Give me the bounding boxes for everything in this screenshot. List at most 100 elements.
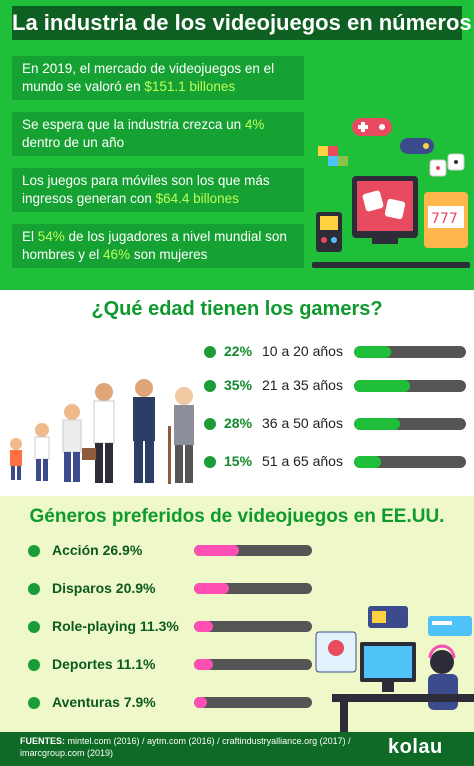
svg-text:777: 777 (431, 211, 458, 227)
stat-market-value: En 2019, el mercado de videojuegos en el… (12, 56, 304, 100)
gamer-desk-illustration (315, 606, 474, 732)
stat-growth: Se espera que la industria crezca un 4% … (12, 112, 304, 156)
bullet-icon (28, 659, 40, 671)
stat-text: son mujeres (130, 247, 208, 262)
teen-figure-icon (34, 423, 50, 481)
genre-row: Acción 26.9% (22, 540, 312, 562)
stat-highlight: 46% (103, 247, 131, 262)
stat-highlight: 54% (37, 229, 65, 244)
age-row: 28% 36 a 50 años (204, 414, 466, 434)
stat-highlight: $64.4 billones (155, 191, 239, 206)
monitor-icon (352, 176, 418, 244)
progress-bar (194, 545, 312, 556)
gamepad-icon (400, 138, 434, 154)
genres-section: Géneros preferidos de videojuegos en EE.… (0, 496, 474, 732)
progress-bar (354, 380, 466, 392)
age-percent: 22% (224, 343, 253, 359)
floating-window-icon (368, 606, 408, 628)
header: La industria de los videojuegos en númer… (0, 0, 474, 46)
progress-fill (194, 545, 239, 556)
genre-row: Deportes 11.1% (22, 654, 312, 676)
stat-text: En 2019, el mercado de videojuegos en el… (22, 61, 275, 94)
bullet-icon (28, 583, 40, 595)
age-percent: 28% (224, 415, 253, 431)
age-groups-illustration (10, 379, 194, 484)
middle-aged-figure-icon (133, 379, 155, 483)
sources-text: mintel.com (2016) / aytm.com (2016) / cr… (20, 736, 351, 758)
progress-bar (194, 583, 312, 594)
stat-text: dentro de un año (22, 135, 125, 150)
monitor-icon (360, 642, 416, 692)
age-row: 15% 51 a 65 años (204, 452, 466, 472)
age-percent: 35% (224, 377, 253, 393)
desk (332, 694, 474, 702)
progress-bar (194, 621, 312, 632)
child-figure-icon (10, 438, 22, 480)
progress-bar (354, 346, 466, 358)
genre-label: Acción 26.9% (52, 542, 143, 558)
stat-highlight: $151.1 billones (144, 79, 236, 94)
genre-label: Aventuras 7.9% (52, 694, 156, 710)
genre-row: Aventuras 7.9% (22, 692, 312, 714)
progress-bar (194, 659, 312, 670)
progress-fill (194, 583, 229, 594)
shelf (312, 262, 470, 268)
age-row: 35% 21 a 35 años (204, 376, 466, 396)
age-range: 36 a 50 años (262, 415, 343, 431)
age-range: 21 a 35 años (262, 377, 343, 393)
progress-bar (354, 456, 466, 468)
sources: FUENTES: mintel.com (2016) / aytm.com (2… (20, 735, 380, 759)
bullet-icon (204, 346, 216, 358)
desk-leg (340, 702, 348, 732)
adult-figure-icon (82, 383, 115, 483)
stats-section: En 2019, el mercado de videojuegos en el… (0, 46, 474, 290)
progress-fill (354, 456, 382, 468)
bullet-icon (204, 456, 216, 468)
progress-fill (194, 659, 213, 670)
gamepad-icon (352, 118, 392, 136)
bullet-icon (28, 697, 40, 709)
genre-label: Role-playing 11.3% (52, 618, 179, 634)
bullet-icon (204, 380, 216, 392)
progress-bar (194, 697, 312, 708)
ages-section: ¿Qué edad tienen los gamers? 22% 10 a 20… (0, 290, 474, 496)
puzzle-blocks-icon (318, 146, 348, 166)
age-row: 22% 10 a 20 años (204, 342, 466, 362)
dice-icon (429, 153, 465, 177)
genres-title: Géneros preferidos de videojuegos en EE.… (29, 506, 445, 527)
brand-logo: kolau (388, 736, 443, 758)
progress-fill (354, 418, 400, 430)
age-percent: 15% (224, 453, 253, 469)
stat-gender: El 54% de los jugadores a nivel mundial … (12, 224, 304, 268)
slot-machine-icon: 777 (424, 192, 468, 248)
sources-label: FUENTES: (20, 736, 65, 746)
young-adult-figure-icon (62, 404, 82, 482)
bullet-icon (28, 545, 40, 557)
genre-row: Role-playing 11.3% (22, 616, 312, 638)
page-title: La industria de los videojuegos en númer… (12, 6, 472, 40)
handheld-console-icon (316, 212, 342, 252)
genre-label: Deportes 11.1% (52, 656, 156, 672)
bullet-icon (28, 621, 40, 633)
floating-window-icon (428, 616, 472, 636)
stat-text: de los jugadores a nivel mundial son hom… (22, 229, 287, 262)
progress-fill (354, 346, 392, 358)
gaming-devices-illustration: 777 (312, 118, 470, 268)
stat-text: El (22, 229, 38, 244)
floating-window-icon (315, 631, 357, 673)
bullet-icon (204, 418, 216, 430)
stat-text: Los juegos para móviles son los que más … (22, 173, 270, 206)
footer: FUENTES: mintel.com (2016) / aytm.com (2… (0, 732, 474, 766)
genre-row: Disparos 20.9% (22, 578, 312, 600)
senior-figure-icon (168, 387, 194, 484)
progress-fill (194, 697, 208, 708)
age-range: 10 a 20 años (262, 343, 343, 359)
progress-fill (354, 380, 410, 392)
progress-fill (194, 621, 213, 632)
stat-mobile: Los juegos para móviles son los que más … (12, 168, 304, 212)
age-range: 51 a 65 años (262, 453, 343, 469)
ages-title: ¿Qué edad tienen los gamers? (91, 298, 383, 320)
genre-label: Disparos 20.9% (52, 580, 156, 596)
progress-bar (354, 418, 466, 430)
stat-highlight: 4% (244, 117, 265, 132)
